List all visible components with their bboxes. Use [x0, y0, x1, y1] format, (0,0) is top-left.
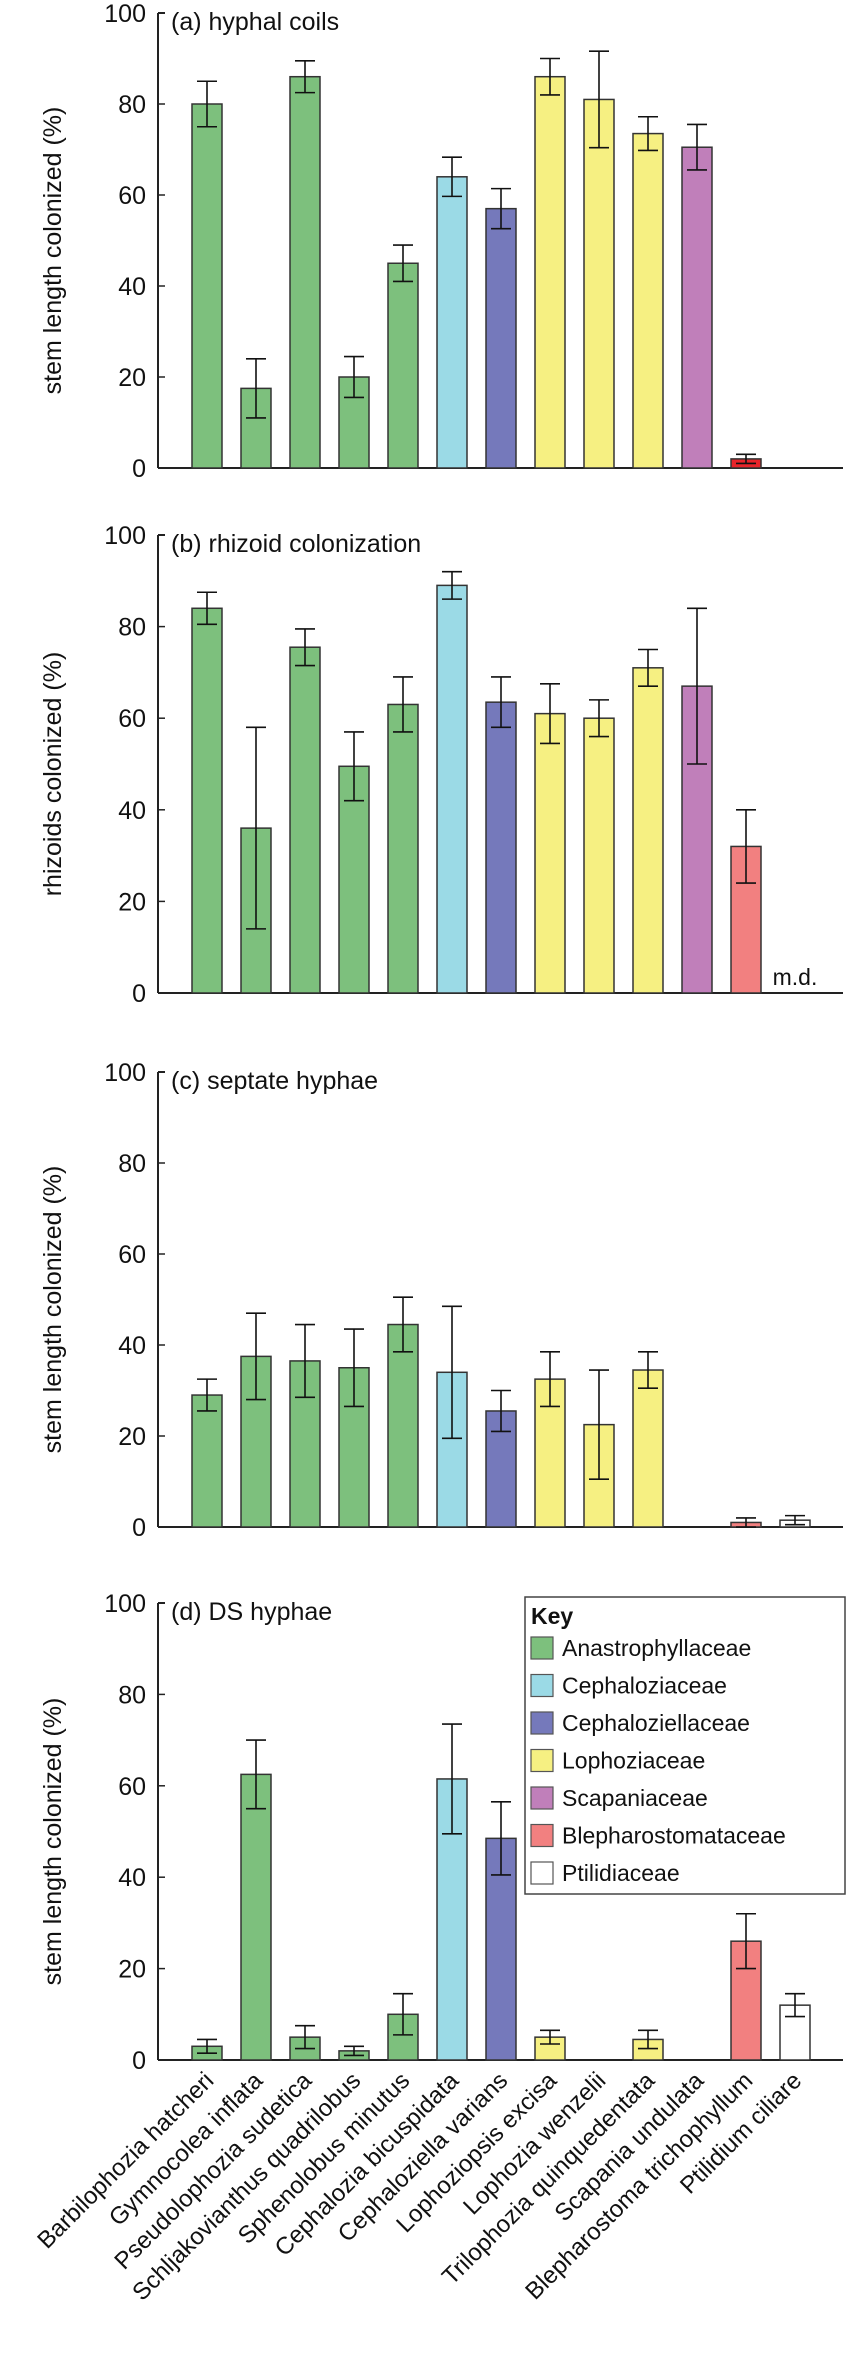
panel-a-bar — [485, 207, 517, 469]
panel-a-y-tick-label: 20 — [118, 364, 146, 392]
panel-a-bar — [583, 98, 615, 469]
panel-b-bar — [289, 646, 321, 994]
panel-a-y-tick-label: 80 — [118, 91, 146, 119]
panel-d-y-tick-label: 60 — [118, 1773, 146, 1801]
panel-d-y-tick-label: 20 — [118, 1956, 146, 1984]
panel-b-y-tick-label: 40 — [118, 797, 146, 825]
panel-c-bar — [191, 1394, 223, 1528]
panel-c-y-tick-label: 20 — [118, 1423, 146, 1451]
panel-c-bar — [338, 1367, 370, 1528]
panel-a-y-tick-label: 100 — [104, 0, 146, 28]
legend-title: Key — [531, 1603, 573, 1629]
panel-a-y-tick-label: 60 — [118, 182, 146, 210]
legend-swatch — [530, 1823, 554, 1848]
panel-b-y-tick-label: 60 — [118, 705, 146, 733]
panel-d-y-tick-label: 100 — [104, 1590, 146, 1618]
panel-b-bar — [191, 607, 223, 994]
panel-d-y-axis-title: stem length colonized (%) — [39, 1698, 67, 1986]
panel-b-y-tick-label: 80 — [118, 614, 146, 642]
panel-d-y-tick-label: 40 — [118, 1864, 146, 1892]
panel-c-y-tick-label: 60 — [118, 1241, 146, 1269]
panel-b-y-tick-label: 100 — [104, 522, 146, 550]
panel-c-y-axis-title: stem length colonized (%) — [39, 1166, 67, 1454]
panel-a-bar — [632, 132, 664, 469]
panel-c-bar — [632, 1369, 664, 1528]
legend-swatch — [530, 1861, 554, 1885]
legend-entry-label: Cephaloziellaceae — [562, 1710, 750, 1736]
panel-b-y-tick-label: 0 — [132, 980, 146, 1008]
panel-a-y-tick-label: 0 — [132, 455, 146, 483]
panel-b-bar — [485, 701, 517, 994]
panel-c-bar — [387, 1323, 419, 1528]
panel-a-y-tick-label: 40 — [118, 273, 146, 301]
legend-entry-label: Ptilidiaceae — [562, 1860, 680, 1886]
panel-b-y-axis-title: rhizoids colonized (%) — [39, 652, 67, 897]
panel-c-y-tick-label: 100 — [104, 1059, 146, 1087]
legend-entry-label: Blepharostomataceae — [562, 1823, 786, 1849]
panel-b-bar — [583, 717, 615, 994]
panel-b-y-tick-label: 20 — [118, 888, 146, 916]
panel-a-bar — [387, 262, 419, 469]
panel-d-y-tick-label: 80 — [118, 1681, 146, 1709]
panel-b-bar — [436, 584, 468, 994]
panel-d-y-tick-label: 0 — [132, 2047, 146, 2075]
legend-entry-label: Scapaniaceae — [562, 1785, 708, 1811]
legend-swatch — [530, 1711, 554, 1735]
panel-c-y-tick-label: 40 — [118, 1332, 146, 1360]
panel-b-bar — [534, 712, 566, 994]
panel-b-bar — [338, 765, 370, 994]
panel-b-bar — [632, 667, 664, 994]
panel-a-bar — [436, 176, 468, 469]
panel-b-bar — [387, 703, 419, 994]
panel-c-y-tick-label: 80 — [118, 1150, 146, 1178]
panel-a-bar — [289, 75, 321, 469]
legend-entry-label: Cephaloziaceae — [562, 1673, 727, 1699]
panel-c-y-tick-label: 0 — [132, 1514, 146, 1542]
panel-d-bar — [240, 1773, 272, 2061]
panel-a-y-axis-title: stem length colonized (%) — [39, 107, 67, 395]
legend-swatch — [530, 1786, 554, 1810]
panel-b-annotation-missing-data: m.d. — [773, 964, 818, 990]
panel-a-title: (a) hyphal coils — [171, 8, 339, 36]
panel-a-bar — [534, 75, 566, 469]
panel-c-title: (c) septate hyphae — [171, 1067, 378, 1095]
legend-swatch — [530, 1636, 554, 1660]
legend-entry-label: Lophoziaceae — [562, 1748, 705, 1774]
legend-box — [524, 1596, 846, 1895]
legend-swatch — [530, 1673, 554, 1698]
panel-b-title: (b) rhizoid colonization — [171, 530, 421, 558]
legend-entry-label: Anastrophyllaceae — [562, 1635, 751, 1661]
panel-a-bar — [681, 146, 713, 469]
panel-a-bar — [191, 103, 223, 469]
panel-d-title: (d) DS hyphae — [171, 1598, 332, 1626]
legend-swatch — [530, 1748, 554, 1773]
